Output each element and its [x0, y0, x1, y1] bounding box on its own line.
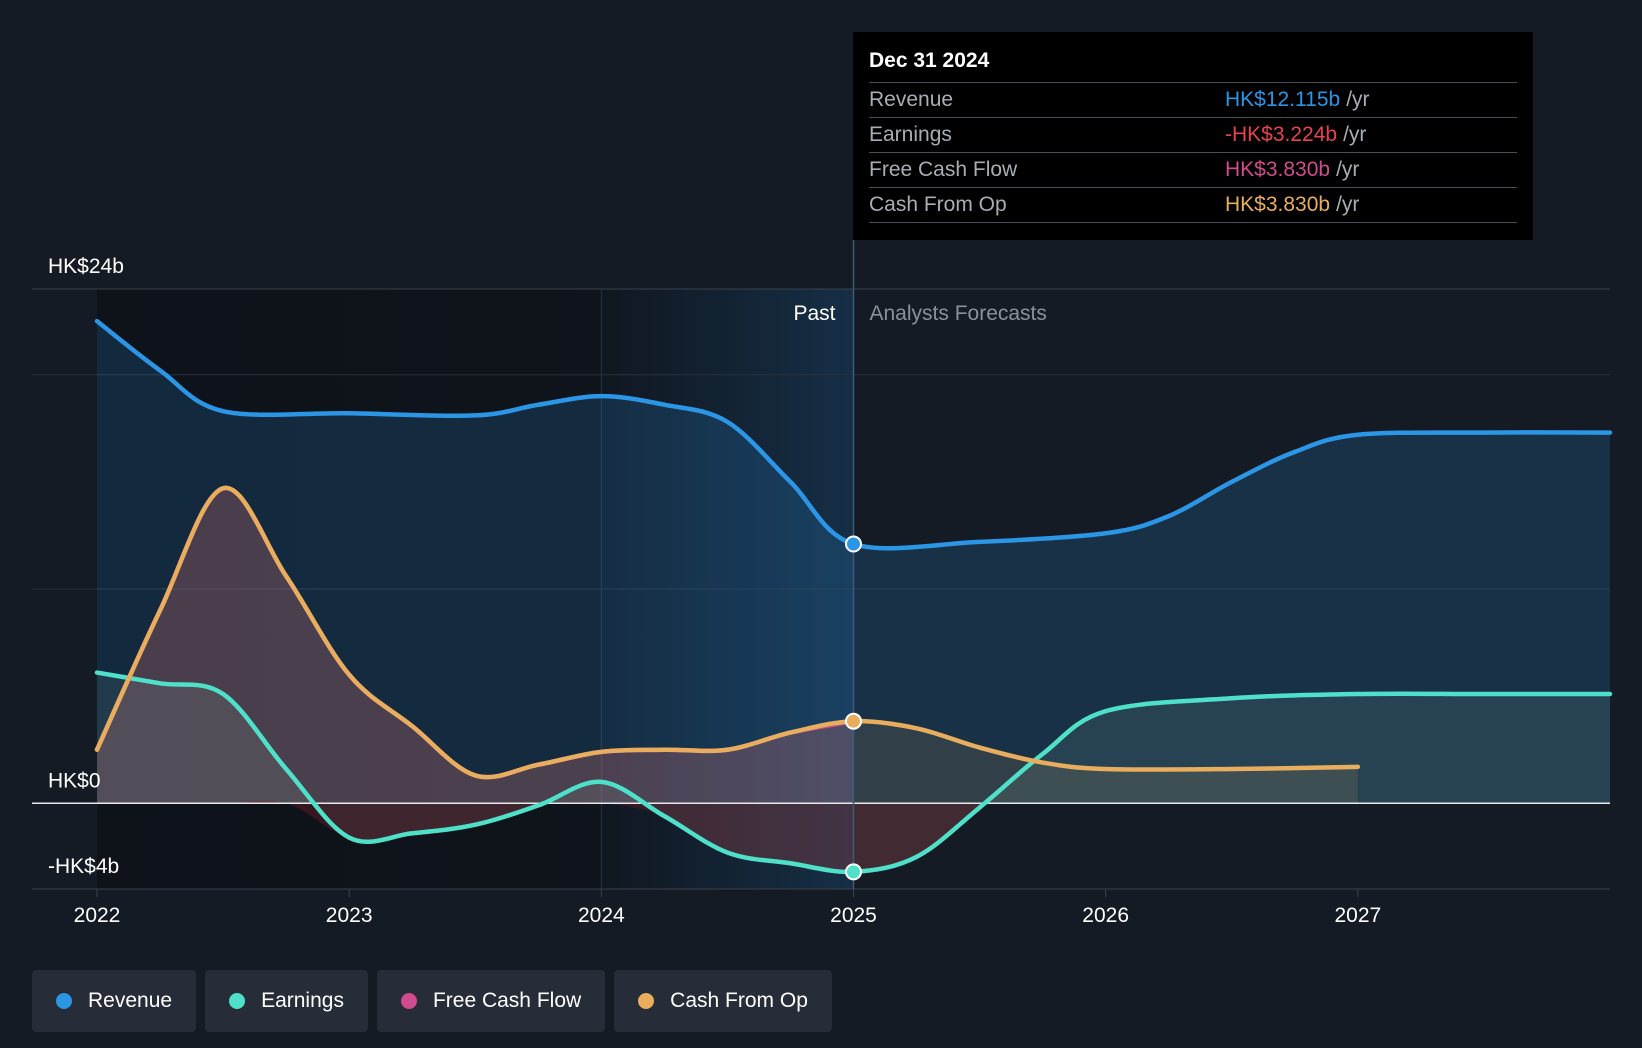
- tooltip-row-free-cash-flow: Free Cash Flow HK$3.830b /yr: [869, 153, 1517, 188]
- area-cash-from-op: [97, 487, 1358, 804]
- x-tick-label: 2025: [830, 904, 877, 927]
- x-tick-label: 2022: [74, 904, 121, 927]
- legend-dot-icon: [638, 993, 655, 1009]
- y-axis-label: HK$24b: [48, 255, 124, 278]
- highlight-markers: [845, 535, 862, 881]
- legend-item-earnings[interactable]: Earnings: [205, 970, 368, 1032]
- axis-labels: HK$24b HK$0 -HK$4b 2022 2023 2024 2025 2026 2027: [48, 255, 1381, 927]
- tooltip: Dec 31 2024 Revenue HK$12.115b /yr Earni…: [853, 32, 1533, 240]
- tooltip-label: Earnings: [869, 123, 952, 146]
- legend-dot-icon: [56, 993, 72, 1009]
- legend-dot-icon: [229, 993, 246, 1009]
- tooltip-unit: /yr: [1346, 88, 1370, 111]
- legend-item-revenue[interactable]: Revenue: [32, 970, 197, 1032]
- x-tick-label: 2024: [578, 904, 625, 927]
- line-revenue: [94, 318, 1613, 551]
- area-earnings: [97, 672, 1610, 872]
- x-tick-label: 2023: [326, 904, 373, 927]
- legend-label: Revenue: [88, 989, 173, 1012]
- tooltip-row-earnings: Earnings -HK$3.224b /yr: [869, 118, 1517, 153]
- legend: Revenue Earnings Free Cash Flow Cash Fro…: [32, 970, 832, 1032]
- series-lines: [94, 318, 1613, 875]
- legend-label: Cash From Op: [670, 989, 808, 1012]
- tooltip-value: HK$12.115b: [1225, 88, 1341, 111]
- line-earnings: [94, 670, 1613, 875]
- legend-label: Earnings: [261, 989, 344, 1012]
- tooltip-unit: /yr: [1336, 158, 1360, 181]
- y-axis-label: HK$0: [48, 769, 101, 792]
- tooltip-label: Free Cash Flow: [869, 158, 1018, 181]
- forecast-label: Analysts Forecasts: [870, 302, 1047, 325]
- area-free-cash-flow: [97, 487, 854, 804]
- tooltip-label: Cash From Op: [869, 193, 1007, 216]
- x-tick-label: 2027: [1334, 904, 1381, 927]
- legend-label: Free Cash Flow: [432, 989, 582, 1012]
- tooltip-date: Dec 31 2024: [869, 46, 1517, 83]
- legend-item-free-cash-flow[interactable]: Free Cash Flow: [376, 970, 606, 1032]
- tooltip-value: -HK$3.224b: [1225, 123, 1338, 146]
- tooltip-unit: /yr: [1336, 193, 1360, 216]
- tooltip-unit: /yr: [1343, 123, 1367, 146]
- line-cash-from-op: [94, 485, 1361, 780]
- marker-earnings: [845, 863, 862, 881]
- tooltip-value: HK$3.830b: [1225, 158, 1331, 181]
- tooltip-value: HK$3.830b: [1225, 193, 1331, 216]
- tooltip-row-cash-from-op: Cash From Op HK$3.830b /yr: [869, 188, 1517, 223]
- marker-revenue: [845, 535, 862, 553]
- tooltip-row-revenue: Revenue HK$12.115b /yr: [869, 83, 1517, 118]
- y-axis-label: -HK$4b: [48, 855, 119, 878]
- past-label: Past: [793, 302, 835, 325]
- tooltip-label: Revenue: [869, 88, 954, 111]
- grid-lines: [32, 288, 1610, 890]
- legend-dot-icon: [400, 993, 417, 1009]
- marker-cash-from-op: [845, 712, 862, 730]
- x-tick-label: 2026: [1082, 904, 1129, 927]
- legend-item-cash-from-op[interactable]: Cash From Op: [614, 970, 832, 1032]
